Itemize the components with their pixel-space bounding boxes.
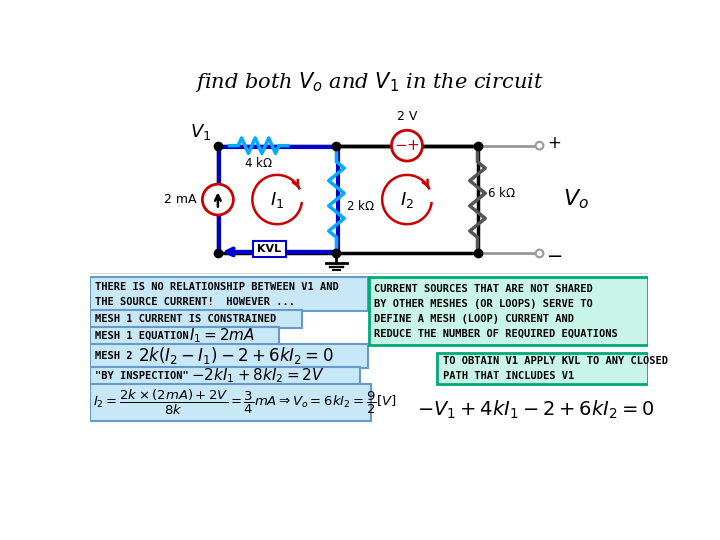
Text: 4 k$\Omega$: 4 k$\Omega$ [244, 156, 273, 170]
Text: THERE IS NO RELATIONSHIP BETWEEN V1 AND
THE SOURCE CURRENT!  HOWEVER ...: THERE IS NO RELATIONSHIP BETWEEN V1 AND … [94, 282, 338, 307]
FancyBboxPatch shape [437, 353, 648, 383]
Text: $I_1 = 2mA$: $I_1 = 2mA$ [189, 327, 256, 345]
Text: +: + [547, 133, 561, 152]
Circle shape [202, 184, 233, 215]
Text: 6 k$\Omega$: 6 k$\Omega$ [487, 186, 516, 200]
Text: CURRENT SOURCES THAT ARE NOT SHARED
BY OTHER MESHES (OR LOOPS) SERVE TO
DEFINE A: CURRENT SOURCES THAT ARE NOT SHARED BY O… [374, 284, 618, 339]
FancyBboxPatch shape [90, 367, 361, 385]
FancyBboxPatch shape [369, 278, 648, 345]
Text: −: − [395, 138, 407, 153]
Text: $-2kI_1 + 8kI_2 = 2V$: $-2kI_1 + 8kI_2 = 2V$ [191, 367, 325, 385]
Text: TO OBTAIN V1 APPLY KVL TO ANY CLOSED
PATH THAT INCLUDES V1: TO OBTAIN V1 APPLY KVL TO ANY CLOSED PAT… [443, 356, 667, 381]
Text: $V_1$: $V_1$ [191, 122, 212, 142]
Circle shape [392, 130, 423, 161]
FancyBboxPatch shape [90, 383, 371, 421]
Text: MESH 1 EQUATION: MESH 1 EQUATION [94, 331, 189, 341]
FancyBboxPatch shape [90, 327, 279, 345]
Text: +: + [407, 138, 420, 153]
FancyBboxPatch shape [90, 309, 302, 328]
Text: −: − [547, 247, 564, 266]
Text: "BY INSPECTION": "BY INSPECTION" [94, 371, 189, 381]
Text: MESH 2: MESH 2 [94, 351, 132, 361]
Text: 2 k$\Omega$: 2 k$\Omega$ [346, 199, 374, 213]
Text: $I_2$: $I_2$ [400, 190, 414, 210]
Text: $2k(I_2 - I_1) - 2 + 6kI_2 = 0$: $2k(I_2 - I_1) - 2 + 6kI_2 = 0$ [138, 346, 333, 366]
Text: $-V_1 + 4kI_1 - 2 + 6kI_2 = 0$: $-V_1 + 4kI_1 - 2 + 6kI_2 = 0$ [417, 399, 654, 421]
Text: $V_o$: $V_o$ [563, 188, 589, 211]
Text: $I_1$: $I_1$ [270, 190, 284, 210]
Text: KVL: KVL [257, 244, 282, 254]
Text: find both $V_o$ and $V_1$ in the circuit: find both $V_o$ and $V_1$ in the circuit [194, 70, 544, 94]
Text: MESH 1 CURRENT IS CONSTRAINED: MESH 1 CURRENT IS CONSTRAINED [94, 314, 276, 324]
Text: $I_2 = \dfrac{2k \times (2mA) + 2V}{8k} = \dfrac{3}{4}mA \Rightarrow V_o = 6kI_2: $I_2 = \dfrac{2k \times (2mA) + 2V}{8k} … [93, 388, 397, 417]
Circle shape [536, 142, 544, 150]
FancyBboxPatch shape [90, 343, 368, 368]
Circle shape [536, 249, 544, 257]
Text: 2 V: 2 V [397, 110, 417, 123]
FancyBboxPatch shape [253, 241, 286, 256]
FancyBboxPatch shape [90, 278, 368, 311]
Text: 2 mA: 2 mA [163, 193, 196, 206]
